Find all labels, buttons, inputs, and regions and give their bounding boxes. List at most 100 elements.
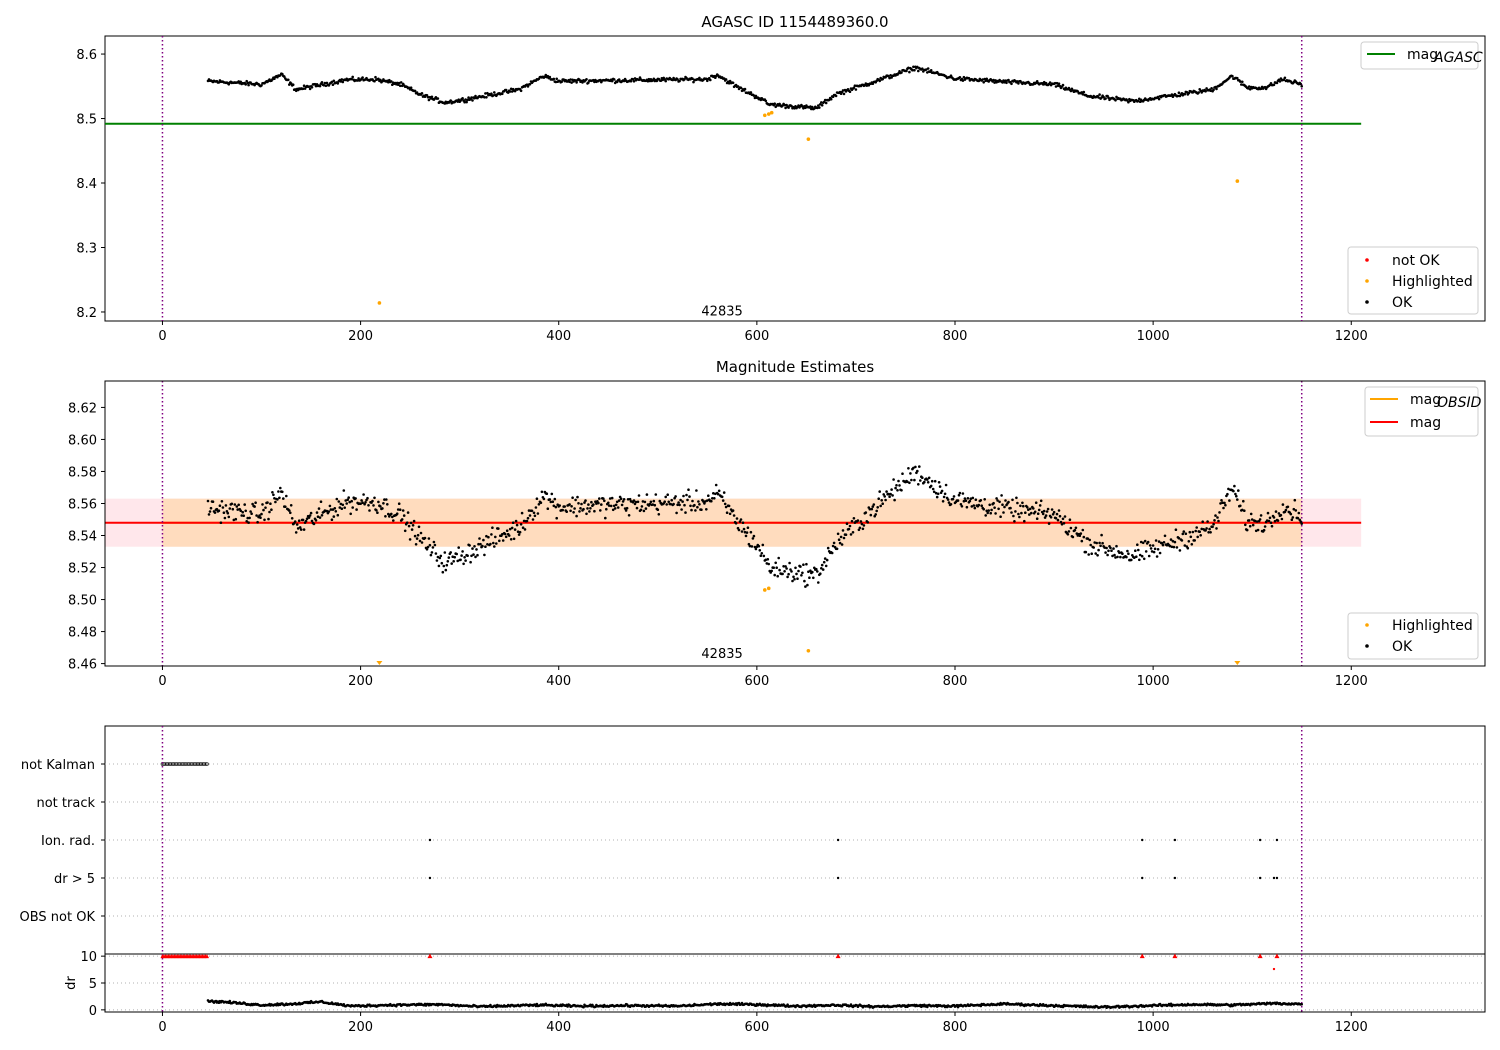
ok-point bbox=[666, 493, 669, 497]
ok-point bbox=[683, 78, 686, 81]
ok-point bbox=[816, 570, 819, 573]
ok-point bbox=[820, 567, 823, 570]
ok-point bbox=[1236, 498, 1239, 501]
ok-point bbox=[520, 511, 524, 515]
ok-point bbox=[468, 544, 471, 547]
ok-point bbox=[274, 500, 277, 504]
ok-point bbox=[973, 506, 977, 510]
ok-point bbox=[1147, 554, 1151, 558]
ok-point bbox=[706, 499, 709, 502]
legend-label: not OK bbox=[1392, 253, 1440, 269]
ok-point bbox=[1084, 550, 1088, 554]
ok-point bbox=[787, 106, 790, 109]
ok-point bbox=[900, 71, 903, 74]
ok-point bbox=[1140, 554, 1144, 558]
ok-point bbox=[860, 522, 864, 526]
ok-point bbox=[1182, 530, 1186, 533]
ok-point bbox=[741, 521, 745, 524]
x-tick-label: 200 bbox=[348, 674, 373, 689]
ok-point bbox=[262, 508, 265, 512]
flag-point bbox=[1258, 838, 1262, 842]
ok-point bbox=[461, 97, 464, 100]
ok-point bbox=[247, 83, 250, 87]
ok-point bbox=[802, 107, 805, 110]
ok-point bbox=[1296, 516, 1300, 520]
y-tick-label: 8.56 bbox=[68, 497, 97, 512]
ok-point bbox=[485, 534, 488, 538]
ok-point bbox=[995, 497, 998, 500]
ok-point bbox=[467, 96, 470, 99]
ok-point bbox=[595, 502, 598, 505]
ok-point bbox=[215, 507, 219, 511]
ok-point bbox=[1097, 96, 1100, 99]
ok-point bbox=[1191, 530, 1195, 534]
ok-point bbox=[437, 564, 441, 568]
ok-point bbox=[644, 507, 648, 510]
ok-point bbox=[509, 538, 513, 541]
ok-point bbox=[1221, 501, 1224, 505]
ok-point bbox=[686, 498, 689, 502]
legend-label: mag bbox=[1410, 392, 1441, 408]
ok-point bbox=[626, 498, 630, 501]
ok-point bbox=[694, 509, 697, 512]
ok-point bbox=[385, 498, 388, 501]
ok-point bbox=[316, 515, 320, 518]
ok-point bbox=[937, 481, 941, 484]
ok-point bbox=[656, 508, 660, 512]
dr-clipped-marker bbox=[1274, 953, 1280, 959]
ok-point bbox=[423, 536, 427, 540]
ok-point bbox=[829, 97, 833, 101]
ok-point bbox=[852, 517, 856, 520]
ok-point bbox=[244, 509, 247, 513]
ok-point bbox=[962, 499, 966, 503]
ok-point bbox=[513, 528, 517, 531]
ok-point bbox=[327, 510, 331, 513]
ok-point bbox=[1017, 512, 1020, 516]
ok-point bbox=[854, 88, 858, 91]
ok-point bbox=[1088, 538, 1091, 542]
ok-point bbox=[1231, 74, 1234, 78]
ok-point bbox=[1227, 487, 1230, 491]
ok-point bbox=[742, 527, 746, 531]
ok-point bbox=[261, 503, 264, 506]
ok-point bbox=[1107, 549, 1110, 553]
ok-point bbox=[743, 87, 747, 91]
ok-point bbox=[233, 503, 237, 506]
ok-point bbox=[438, 556, 442, 560]
ok-point bbox=[577, 502, 580, 505]
ok-point bbox=[381, 507, 384, 510]
ok-point bbox=[657, 513, 661, 516]
ok-point bbox=[984, 514, 987, 517]
flag-point bbox=[1275, 838, 1279, 842]
ok-point bbox=[523, 528, 527, 531]
ok-point bbox=[929, 484, 933, 488]
ok-point bbox=[482, 538, 485, 542]
flag-point bbox=[1173, 838, 1177, 842]
ok-point bbox=[1013, 520, 1016, 523]
ok-point bbox=[665, 503, 668, 506]
ok-point bbox=[585, 512, 588, 516]
ok-point bbox=[241, 510, 244, 514]
ok-point bbox=[1049, 516, 1053, 519]
ok-point bbox=[310, 86, 314, 89]
ok-point bbox=[693, 503, 696, 507]
y-tick-label: 8.52 bbox=[68, 562, 97, 577]
ok-point bbox=[848, 524, 852, 528]
flag-point bbox=[205, 762, 209, 766]
ok-point bbox=[399, 81, 403, 84]
ok-point bbox=[965, 505, 969, 509]
ok-point bbox=[501, 92, 504, 96]
ok-point bbox=[537, 503, 541, 506]
ok-point bbox=[272, 493, 275, 497]
x-tick-label: 1000 bbox=[1137, 674, 1170, 689]
ok-point bbox=[1183, 92, 1187, 96]
ok-point bbox=[844, 533, 848, 536]
ok-point bbox=[367, 504, 370, 507]
ok-point bbox=[834, 94, 838, 98]
ok-point bbox=[329, 508, 333, 511]
ok-point bbox=[1299, 82, 1302, 86]
ok-point bbox=[1219, 502, 1222, 505]
ok-point bbox=[754, 547, 758, 551]
ok-point bbox=[220, 500, 224, 503]
ok-point bbox=[1028, 513, 1031, 516]
